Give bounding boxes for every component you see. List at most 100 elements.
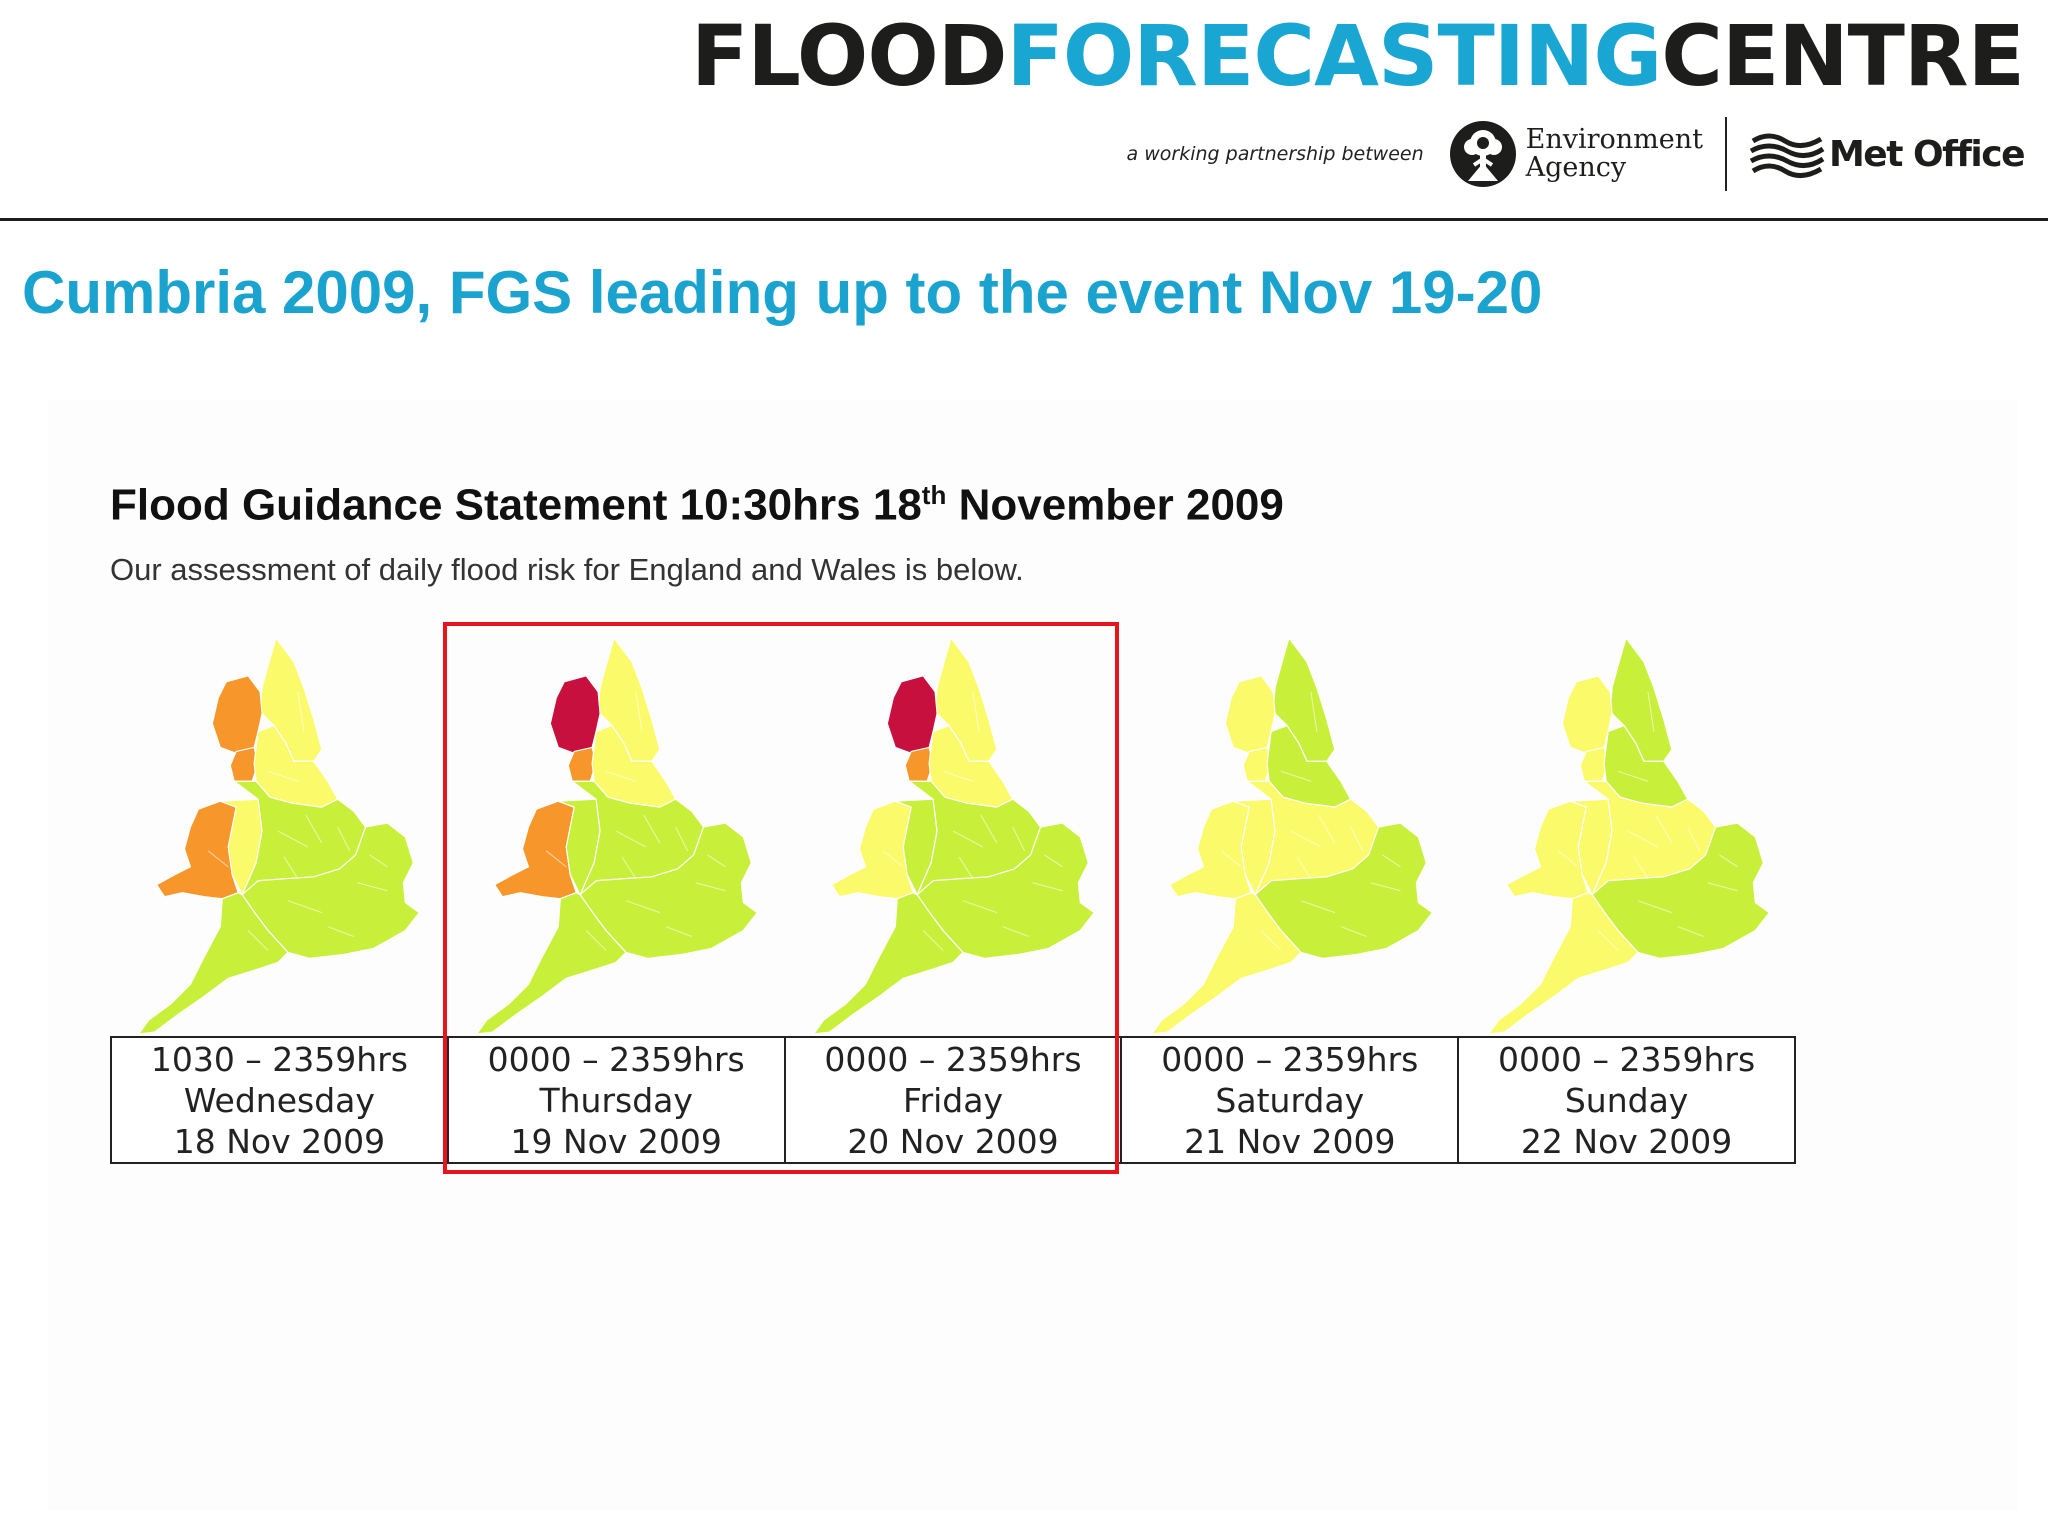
- region-south: [916, 822, 1096, 959]
- county-border: [1598, 930, 1619, 951]
- county-border: [706, 854, 726, 868]
- region-south-west: [1488, 892, 1639, 1035]
- region-south: [1254, 822, 1433, 959]
- statement-title-sup: th: [921, 480, 947, 510]
- day-label-cell: 0000 – 2359hrs Thursday 19 Nov 2009: [446, 1038, 784, 1162]
- county-border: [277, 830, 309, 848]
- county-border: [357, 882, 388, 892]
- day-weekday: Friday: [902, 1080, 1003, 1120]
- region-south-west: [813, 892, 964, 1035]
- region-south: [579, 822, 758, 959]
- day-date: 19 Nov 2009: [510, 1121, 722, 1161]
- day-time: 0000 – 2359hrs: [1498, 1039, 1756, 1079]
- region-south-west: [138, 892, 289, 1035]
- county-border: [1032, 882, 1063, 892]
- county-border: [545, 850, 567, 868]
- county-border: [1655, 814, 1673, 844]
- day-date: 21 Nov 2009: [1184, 1121, 1396, 1161]
- day-date: 20 Nov 2009: [847, 1121, 1059, 1161]
- county-border: [1260, 930, 1282, 951]
- statement-subtitle: Our assessment of daily flood risk for E…: [110, 552, 1024, 587]
- county-border: [922, 930, 944, 951]
- environment-agency-icon: [1449, 121, 1516, 187]
- day-labels-table: 1030 – 2359hrs Wednesday 18 Nov 2009 0000 –…: [110, 1036, 1796, 1164]
- county-border: [972, 691, 980, 732]
- region-wales: [1506, 800, 1590, 900]
- county-border: [625, 900, 660, 914]
- county-border: [635, 691, 642, 732]
- day-weekday: Saturday: [1215, 1080, 1365, 1120]
- county-border: [1370, 882, 1401, 892]
- county-border: [1638, 900, 1673, 914]
- county-border: [1002, 926, 1029, 937]
- risk-maps-row: [110, 632, 1798, 1040]
- met-office-wave-icon: [1749, 133, 1825, 178]
- flood-forecasting-centre-logo: FLOODFORECASTINGCENTRE: [691, 14, 2025, 98]
- statement-title-month: November 2009: [946, 480, 1284, 530]
- county-border: [962, 900, 998, 914]
- county-border: [1633, 856, 1649, 880]
- region-south: [1591, 822, 1771, 959]
- county-border: [1647, 691, 1655, 732]
- county-border: [1628, 830, 1659, 848]
- county-border: [952, 830, 984, 848]
- environment-agency-wordmark: Environment Agency: [1526, 126, 1703, 182]
- risk-map-day-5: [1488, 637, 1771, 1035]
- day-time: 0000 – 2359hrs: [1161, 1039, 1419, 1079]
- county-border: [327, 926, 354, 937]
- county-border: [1558, 850, 1579, 868]
- met-office-wordmark: Met Office: [1828, 133, 2026, 175]
- region-north-west: [1224, 675, 1276, 756]
- county-border: [585, 930, 606, 951]
- county-border: [287, 900, 322, 914]
- statement-title-main: Flood Guidance Statement 10:30hrs 18: [110, 480, 922, 530]
- risk-map-day-1: [138, 637, 420, 1035]
- county-border: [247, 930, 269, 951]
- highlight-box: [443, 622, 1119, 1174]
- day-time: 0000 – 2359hrs: [487, 1039, 745, 1079]
- day-date: 22 Nov 2009: [1520, 1121, 1733, 1161]
- county-border: [297, 691, 305, 732]
- county-border: [1012, 826, 1026, 852]
- brand-forecasting: FORECASTING: [1006, 7, 1662, 105]
- day-time: 1030 – 2359hrs: [150, 1039, 408, 1079]
- region-south-west: [475, 892, 627, 1035]
- county-border: [1220, 850, 1242, 868]
- region-north-west: [1562, 675, 1614, 756]
- county-border: [208, 850, 229, 868]
- county-border: [980, 814, 998, 844]
- partner-divider: [1724, 117, 1727, 191]
- ea-line1: Environment: [1525, 124, 1703, 155]
- region-south-west: [1150, 892, 1302, 1035]
- risk-map-day-3: [813, 637, 1096, 1035]
- partnership-tagline: a working partnership between: [1126, 143, 1424, 165]
- region-south: [241, 822, 420, 959]
- risk-map-day-4: [1150, 637, 1433, 1035]
- county-border: [1719, 854, 1739, 868]
- county-border: [1290, 830, 1321, 848]
- county-border: [665, 926, 692, 937]
- statement-title: Flood Guidance Statement 10:30hrs 18th N…: [110, 480, 1284, 531]
- region-north-west: [211, 675, 263, 756]
- day-time: 0000 – 2359hrs: [824, 1039, 1082, 1079]
- day-weekday: Wednesday: [183, 1080, 375, 1120]
- county-border: [883, 850, 904, 868]
- header-divider: [0, 218, 2048, 221]
- partnership-bar: a working partnership between Environmen…: [1126, 117, 2026, 191]
- county-border: [615, 830, 646, 848]
- county-border: [1280, 770, 1311, 782]
- county-border: [605, 770, 636, 782]
- county-border: [1300, 900, 1335, 914]
- day-label-cell: 0000 – 2359hrs Friday 20 Nov 2009: [783, 1038, 1121, 1162]
- day-label-cell: 0000 – 2359hrs Saturday 21 Nov 2009: [1120, 1038, 1457, 1162]
- county-border: [1318, 814, 1336, 844]
- brand-flood: FLOOD: [691, 7, 1007, 105]
- ea-line2: Agency: [1525, 152, 1627, 183]
- day-label-cell: 1030 – 2359hrs Wednesday 18 Nov 2009: [112, 1038, 447, 1162]
- county-border: [1382, 854, 1401, 868]
- county-border: [337, 826, 351, 852]
- county-border: [1310, 691, 1318, 732]
- day-date: 18 Nov 2009: [173, 1121, 386, 1161]
- region-wales: [155, 800, 239, 900]
- county-border: [1044, 854, 1063, 868]
